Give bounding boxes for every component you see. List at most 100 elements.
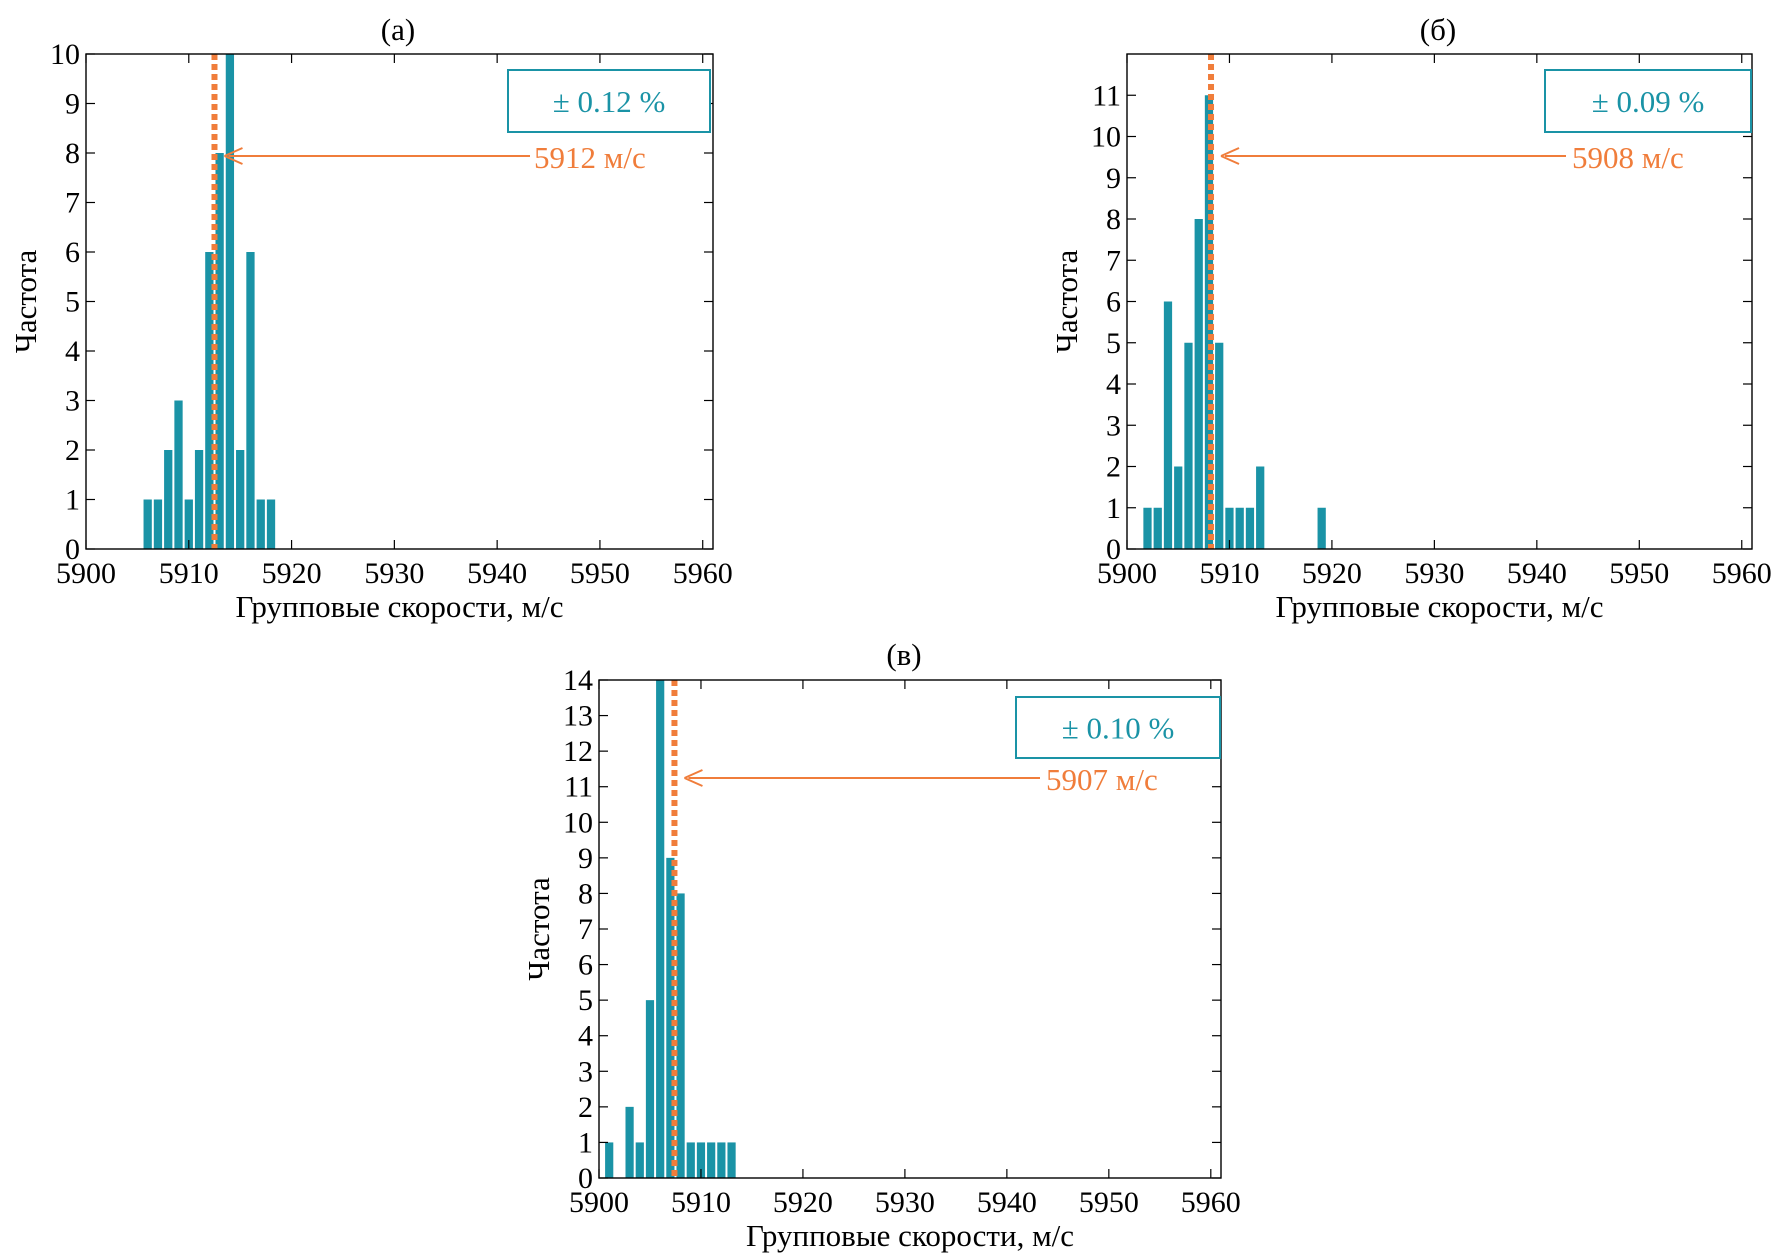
deviation-label: ± 0.12 % (553, 84, 666, 119)
y-tick-label: 8 (65, 137, 80, 170)
mean-label: 5907 м/с (1046, 762, 1158, 797)
histogram-bar (184, 499, 193, 549)
y-tick-label: 4 (65, 335, 80, 368)
histogram-bar (656, 680, 665, 1178)
y-tick-label: 1 (1106, 492, 1121, 525)
histogram-bar (645, 1000, 655, 1178)
panel-label: (а) (381, 12, 415, 47)
histogram-bar (194, 450, 204, 549)
x-tick-label: 5910 (159, 557, 219, 590)
histogram-bar (1235, 507, 1244, 549)
mean-label: 5908 м/с (1572, 140, 1684, 175)
histogram-bar (225, 54, 235, 549)
histogram-bar (666, 857, 675, 1178)
y-tick-label: 14 (563, 664, 593, 697)
x-axis-title: Групповые скорости, м/с (235, 589, 563, 624)
histogram-bar (1194, 219, 1203, 549)
histogram-bar (1143, 507, 1152, 549)
x-tick-label: 5930 (1404, 557, 1464, 590)
x-tick-label: 5910 (1199, 557, 1259, 590)
chart-panel-2: (б) 5900 5910 5920 5930 5940 5950 5960 0 1 2 3 4 5 6 7 8… (1049, 12, 1772, 624)
deviation-box (1015, 696, 1221, 759)
panel-label: (б) (1420, 12, 1456, 47)
y-axis-title: Частота (521, 877, 556, 981)
x-tick-label: 5900 (569, 1186, 629, 1219)
x-tick-label: 5950 (1609, 557, 1669, 590)
x-tick-label: 5920 (773, 1186, 833, 1219)
y-tick-label: 9 (578, 842, 593, 875)
deviation-box (507, 69, 711, 133)
x-tick-label: 5920 (1302, 557, 1362, 590)
mean-label: 5912 м/с (534, 140, 646, 175)
y-axis-title: Частота (8, 249, 43, 353)
x-tick-label: 5920 (262, 557, 322, 590)
y-tick-label: 5 (1106, 327, 1121, 360)
x-tick-label: 5960 (1712, 557, 1772, 590)
deviation-label: ± 0.10 % (1062, 711, 1175, 746)
y-tick-label: 10 (1091, 121, 1121, 154)
y-tick-label: 10 (563, 806, 593, 839)
mean-arrow-head (684, 769, 703, 787)
histogram-bar (143, 499, 152, 549)
y-tick-label: 7 (1106, 244, 1121, 277)
histogram-bar (1184, 342, 1193, 549)
y-tick-label: 6 (65, 236, 80, 269)
x-axis-title: Групповые скорости, м/с (1275, 589, 1603, 624)
histogram-bar (164, 450, 173, 549)
y-tick-label: 7 (65, 187, 80, 220)
y-tick-label: 13 (563, 700, 593, 733)
x-tick-label: 5960 (1181, 1186, 1241, 1219)
chart-panel-3: (в)5900 5910 5920 5930 5940 5950 5960012345678… (521, 637, 1241, 1253)
histogram-bar (676, 893, 685, 1178)
y-tick-label: 5 (65, 286, 80, 319)
y-tick-label: 2 (65, 434, 80, 467)
histogram-bar (686, 1142, 695, 1178)
y-tick-label: 8 (578, 877, 593, 910)
y-tick-label: 3 (578, 1055, 593, 1088)
y-tick-label: 1 (65, 484, 80, 517)
histogram-bar (635, 1142, 644, 1178)
y-tick-label: 0 (578, 1162, 593, 1195)
histogram-bar (1153, 507, 1162, 549)
histogram-bar (1245, 507, 1255, 549)
histogram-bar (205, 252, 214, 549)
histogram-bar (174, 400, 183, 549)
y-tick-label: 11 (1092, 79, 1121, 112)
y-tick-label: 9 (1106, 162, 1121, 195)
histogram-bar (1204, 95, 1214, 549)
y-tick-label: 2 (578, 1091, 593, 1124)
histogram-bar (215, 153, 224, 549)
y-tick-label: 1 (578, 1126, 593, 1159)
y-tick-label: 0 (1106, 533, 1121, 566)
y-tick-label: 2 (1106, 451, 1121, 484)
histogram-bar (256, 499, 265, 549)
x-tick-label: 5900 (56, 557, 116, 590)
x-tick-label: 5940 (1507, 557, 1567, 590)
histogram-bar (605, 1142, 614, 1178)
histogram-bar (1317, 507, 1326, 549)
y-tick-label: 4 (1106, 368, 1121, 401)
y-axis-title: Частота (1049, 249, 1084, 353)
y-tick-label: 3 (1106, 409, 1121, 442)
histogram-bar (1225, 507, 1234, 549)
histogram-bar (1163, 301, 1173, 549)
histogram-bar (266, 499, 276, 549)
y-tick-label: 11 (564, 771, 593, 804)
mean-arrow-head (1220, 147, 1240, 165)
x-tick-label: 5900 (1097, 557, 1157, 590)
histogram-bar (707, 1142, 716, 1178)
histogram-bar (727, 1142, 736, 1178)
histogram-bar (696, 1142, 706, 1178)
y-tick-label: 5 (578, 984, 593, 1017)
y-tick-label: 7 (578, 913, 593, 946)
x-tick-label: 5910 (671, 1186, 731, 1219)
y-tick-label: 6 (1106, 286, 1121, 319)
panel-label: (в) (886, 637, 921, 672)
histogram-bar (153, 499, 163, 549)
histogram-bar (246, 252, 255, 549)
histogram-bar (1256, 466, 1265, 549)
y-tick-label: 10 (50, 38, 80, 71)
deviation-box (1544, 69, 1752, 133)
x-tick-label: 5960 (673, 557, 733, 590)
x-tick-label: 5940 (467, 557, 527, 590)
